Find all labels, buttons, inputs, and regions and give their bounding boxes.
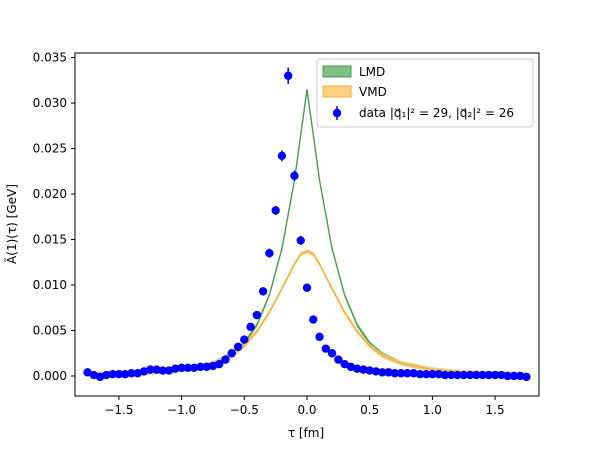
data-point [334,355,343,364]
y-tick-label: 0.005 [33,323,67,337]
data-point [440,370,450,380]
data-point [271,206,280,215]
data-point [277,151,287,161]
legend-swatch-vmd [322,85,352,98]
data-point [240,335,249,344]
data-point [302,283,312,292]
data-point [428,369,437,379]
data-point [465,370,475,380]
data-point [459,370,468,380]
data-point [472,370,481,380]
data-point [171,364,180,373]
data-point [246,322,255,332]
data-point [283,71,293,80]
legend-label-vmd: VMD [359,85,387,99]
legend-label-data: data |q⃗₁|² = 29, |q⃗₂|² = 26 [359,106,514,120]
data-point [196,362,205,372]
data-point [522,372,531,382]
data-point [321,344,331,353]
y-tick-label: 0.030 [33,96,67,110]
y-tick-label: 0.000 [33,369,67,383]
data-point [478,370,487,380]
y-axis: 0.000 0.005 0.010 0.015 0.020 0.025 0.030 0.035 [33,51,75,383]
data-point [183,363,193,372]
legend: LMD VMD data |q⃗₁|² = 29, |q⃗₂|² = 26 [316,58,534,128]
x-tick-label: 1.0 [423,403,442,417]
data-point [515,371,525,381]
data-point [258,287,268,296]
data-point [503,371,512,381]
data-point [114,369,124,379]
legend-label-lmd: LMD [359,65,385,79]
y-tick-label: 0.035 [33,51,67,65]
x-tick-label: 0.5 [360,403,379,417]
data-point [371,367,381,376]
y-tick-label: 0.010 [33,278,67,292]
data-point [403,369,412,378]
data-point [490,370,500,380]
data-point [152,365,161,374]
data-point [227,349,236,358]
data-point [158,366,167,375]
data-point [509,371,519,381]
data-point [108,369,117,379]
data-point [378,368,387,377]
x-tick-label: 1.5 [486,403,505,417]
data-point [309,315,318,324]
data-point [447,370,456,380]
data-point [127,369,136,378]
data-point [290,171,299,181]
data-point [120,369,130,379]
y-axis-label: Ã(1)(τ) [GeV] [4,184,19,264]
x-tick-label: −0.5 [230,403,259,417]
data-point [265,248,274,258]
data-point [233,342,243,352]
data-point [365,366,374,375]
data-point [352,364,362,373]
data-point [453,370,462,380]
data-point [415,369,425,379]
data-point [359,365,368,374]
plot-area [74,52,540,397]
x-tick-label: −1.5 [104,403,133,417]
data-point [202,362,211,372]
x-tick-label: −1.0 [167,403,196,417]
data-point [83,368,92,377]
data-point [189,363,199,372]
legend-swatch-lmd [322,65,352,78]
data-point [340,359,349,369]
data-point [177,363,186,372]
legend-marker-data [332,108,342,118]
data-point [252,310,262,320]
y-tick-label: 0.015 [33,233,67,247]
x-axis-label: τ [fm] [288,426,324,440]
data-point [421,369,431,379]
data-point [315,332,324,342]
data-point [221,355,230,364]
data-point [384,368,393,377]
data-point [146,365,155,374]
data-point [390,369,399,378]
x-tick-label: 0.0 [297,403,316,417]
data-point [484,370,494,380]
legend-box [316,58,534,128]
data-point [215,359,224,369]
data-point [296,236,305,245]
data-point [497,370,506,380]
x-axis: −1.5 −1.0 −0.5 0.0 0.5 1.0 1.5 [104,396,505,417]
data-point [396,369,406,378]
data-point [409,369,418,378]
y-tick-label: 0.025 [33,142,67,156]
y-tick-label: 0.020 [33,187,67,201]
data-point [102,370,111,380]
data-point [434,369,443,379]
data-point [327,349,337,358]
